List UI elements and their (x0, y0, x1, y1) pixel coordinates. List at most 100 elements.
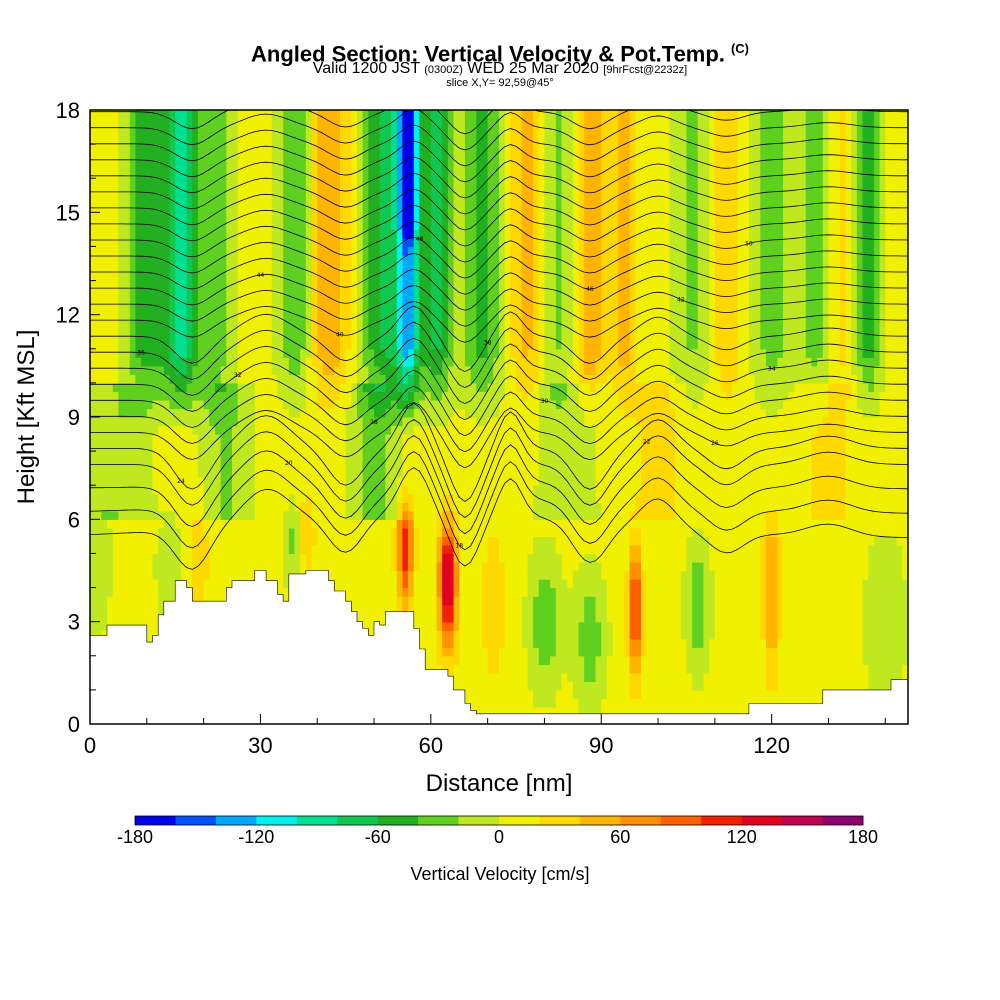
field-cell (220, 553, 227, 563)
field-cell (447, 536, 455, 546)
field-cell (334, 570, 341, 580)
field-cell (374, 246, 381, 256)
field-cell (305, 417, 313, 427)
field-cell (339, 263, 347, 273)
field-cell (385, 510, 392, 520)
field-cell (118, 502, 125, 512)
field-cell (141, 229, 148, 239)
field-cell (351, 374, 358, 384)
field-cell (237, 553, 244, 563)
field-cell (129, 553, 137, 563)
field-cell (305, 212, 313, 222)
field-cell (464, 263, 472, 273)
field-cell (243, 519, 250, 529)
field-cell (294, 237, 301, 248)
field-cell (322, 272, 330, 282)
field-cell (124, 502, 131, 512)
field-cell (481, 672, 489, 682)
field-cell (101, 596, 108, 606)
field-cell (203, 297, 210, 307)
field-cell (135, 434, 142, 444)
field-cell (214, 425, 222, 435)
field-cell (408, 417, 415, 427)
field-cell (118, 314, 125, 324)
field-cell (300, 485, 307, 495)
field-cell (453, 553, 460, 563)
field-cell (152, 314, 159, 324)
field-cell (328, 468, 335, 478)
field-cell (459, 306, 466, 316)
field-cell (107, 152, 114, 162)
field-cell (249, 468, 256, 478)
field-cell (163, 263, 171, 273)
field-cell (124, 272, 131, 282)
field-cell (419, 110, 426, 120)
field-cell (129, 323, 137, 333)
field-cell (385, 212, 392, 222)
field-cell (402, 476, 409, 486)
field-cell (254, 340, 262, 350)
field-cell (368, 374, 375, 384)
field-cell (129, 178, 137, 188)
field-cell (135, 408, 142, 418)
field-cell (118, 519, 125, 529)
field-cell (141, 246, 148, 256)
field-cell (339, 365, 347, 375)
field-cell (322, 357, 330, 367)
field-cell (368, 468, 375, 478)
field-cell (226, 417, 233, 427)
field-cell (476, 169, 483, 179)
field-cell (135, 152, 142, 162)
field-cell (260, 510, 267, 520)
field-cell (470, 382, 477, 393)
field-cell (356, 434, 364, 444)
field-cell (300, 425, 307, 435)
field-cell (118, 442, 125, 452)
field-cell (464, 118, 472, 128)
field-cell (243, 451, 250, 461)
field-cell (408, 502, 415, 512)
field-cell (425, 519, 432, 529)
field-cell (413, 527, 421, 537)
field-cell (141, 263, 148, 273)
field-cell (249, 374, 256, 384)
field-cell (447, 203, 455, 213)
field-cell (408, 357, 415, 367)
field-cell (124, 544, 131, 555)
field-cell (277, 135, 284, 145)
field-cell (192, 570, 199, 580)
field-cell (300, 340, 307, 350)
field-cell (396, 493, 404, 503)
field-cell (374, 212, 381, 222)
field-cell (95, 596, 102, 606)
field-cell (396, 169, 404, 179)
field-cell (226, 399, 233, 410)
field-cell (112, 476, 119, 486)
field-cell (345, 425, 352, 435)
field-cell (237, 118, 244, 128)
field-cell (322, 280, 330, 290)
field-cell (271, 178, 279, 188)
field-cell (254, 442, 262, 452)
field-cell (209, 536, 216, 546)
field-cell (356, 399, 364, 410)
field-cell (237, 306, 244, 316)
field-cell (413, 314, 421, 324)
field-cell (356, 459, 364, 469)
field-cell (362, 357, 369, 367)
field-cell (237, 476, 244, 486)
field-cell (152, 203, 159, 213)
field-cell (436, 169, 443, 179)
field-cell (220, 544, 227, 555)
field-cell (328, 365, 335, 375)
field-cell (430, 382, 438, 393)
field-cell (203, 391, 210, 401)
field-cell (141, 297, 148, 307)
field-cell (124, 144, 131, 154)
field-cell (430, 195, 438, 205)
field-cell (107, 348, 114, 358)
field-cell (476, 382, 483, 393)
field-cell (203, 220, 210, 230)
field-cell (339, 178, 347, 188)
field-cell (220, 391, 227, 401)
